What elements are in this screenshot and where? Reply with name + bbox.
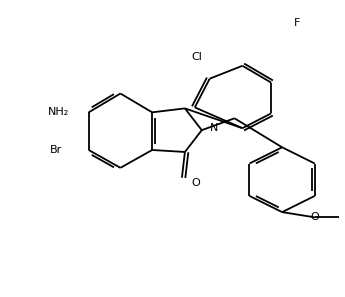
Text: O: O [310, 212, 319, 222]
Text: Br: Br [50, 145, 62, 155]
Text: O: O [191, 178, 200, 188]
Text: F: F [294, 18, 300, 28]
Text: NH₂: NH₂ [48, 107, 70, 117]
Text: Cl: Cl [191, 52, 202, 62]
Text: N: N [209, 123, 218, 133]
